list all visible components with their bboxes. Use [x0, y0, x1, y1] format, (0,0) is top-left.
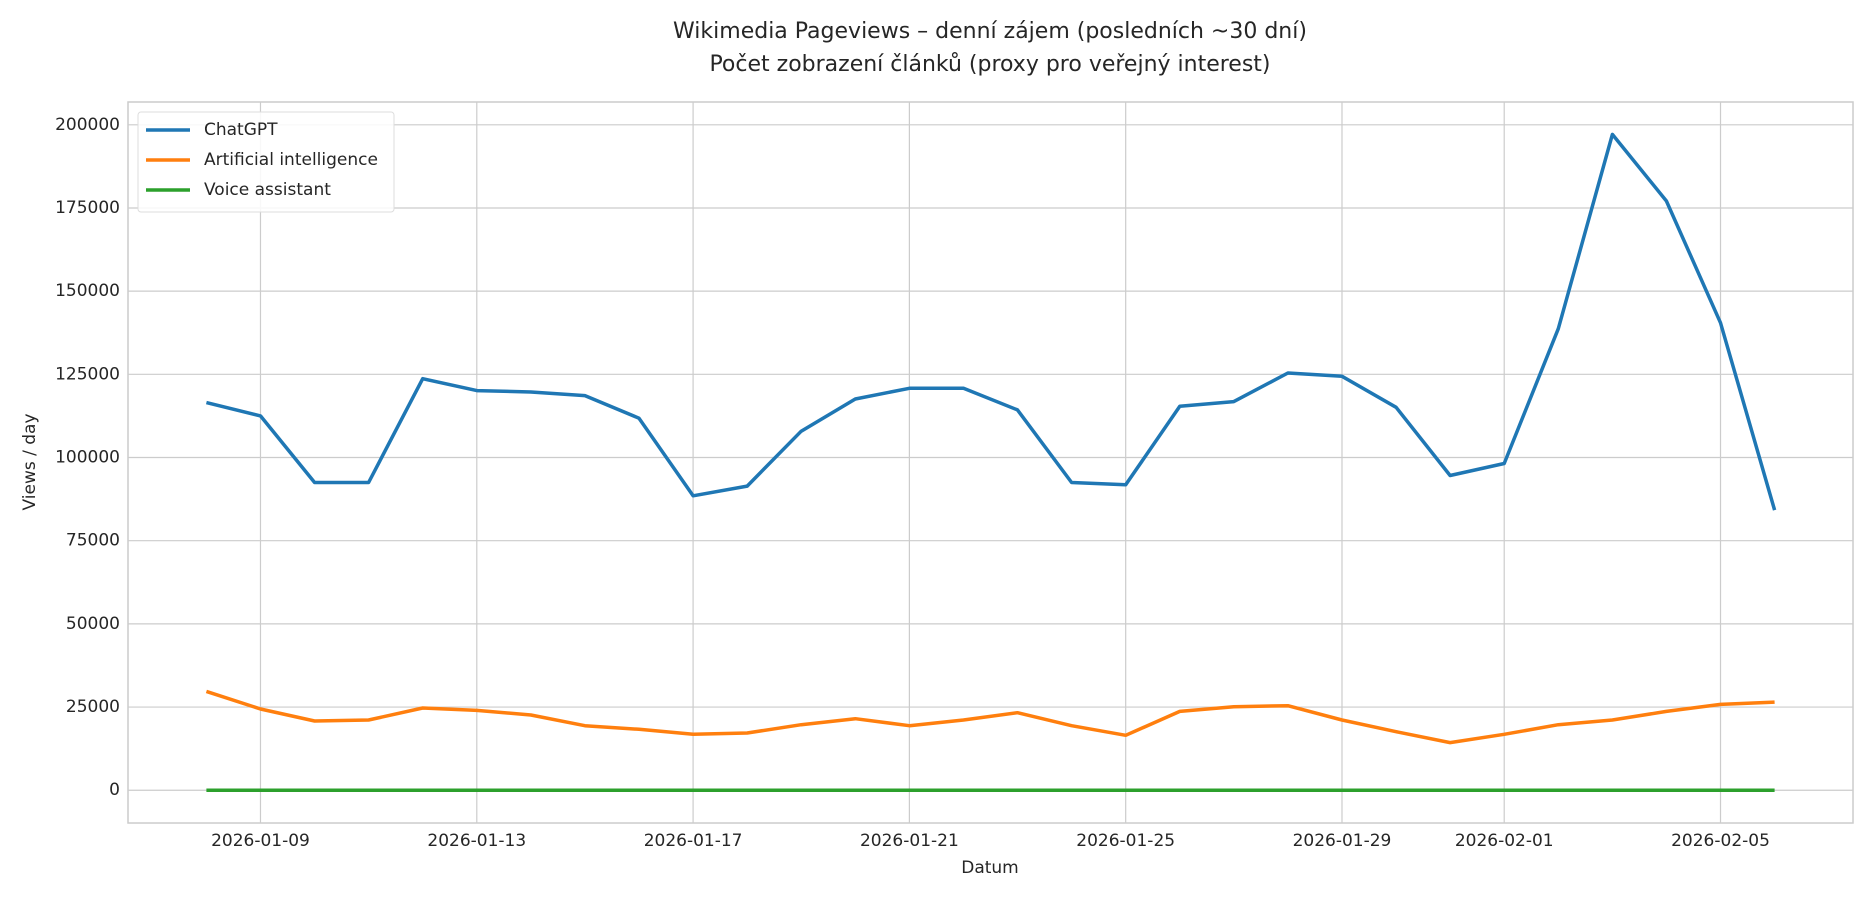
- x-tick-label: 2026-02-01: [1455, 831, 1554, 851]
- chart-title: Wikimedia Pageviews – denní zájem (posle…: [673, 19, 1307, 44]
- x-tick-label: 2026-01-13: [427, 831, 526, 851]
- x-tick-label: 2026-02-05: [1671, 831, 1770, 851]
- y-tick-label: 25000: [66, 697, 120, 717]
- legend-label: Voice assistant: [204, 180, 331, 200]
- y-tick-label: 75000: [66, 531, 120, 551]
- y-axis-label: Views / day: [20, 413, 40, 510]
- legend-label: Artificial intelligence: [204, 150, 378, 170]
- x-tick-label: 2026-01-21: [860, 831, 959, 851]
- chart-subtitle: Počet zobrazení článků (proxy pro veřejn…: [709, 52, 1270, 77]
- x-tick-label: 2026-01-25: [1076, 831, 1175, 851]
- x-tick-label: 2026-01-09: [211, 831, 310, 851]
- y-tick-label: 175000: [55, 198, 120, 218]
- y-tick-label: 50000: [66, 614, 120, 634]
- legend-label: ChatGPT: [204, 120, 278, 140]
- plot-frame: [127, 101, 1854, 824]
- y-tick-label: 125000: [55, 364, 120, 384]
- series-line: [205, 689, 1775, 745]
- x-axis-label: Datum: [961, 858, 1019, 878]
- y-tick-label: 150000: [55, 281, 120, 301]
- y-tick-label: 0: [109, 780, 120, 800]
- x-tick-label: 2026-01-29: [1293, 831, 1392, 851]
- y-tick-label: 100000: [55, 448, 120, 468]
- y-tick-label: 200000: [55, 115, 120, 135]
- series-line: [205, 132, 1777, 511]
- x-tick-label: 2026-01-17: [644, 831, 743, 851]
- legend: ChatGPT Artificial intelligence Voice assi…: [137, 111, 395, 213]
- legend-box: [137, 111, 395, 213]
